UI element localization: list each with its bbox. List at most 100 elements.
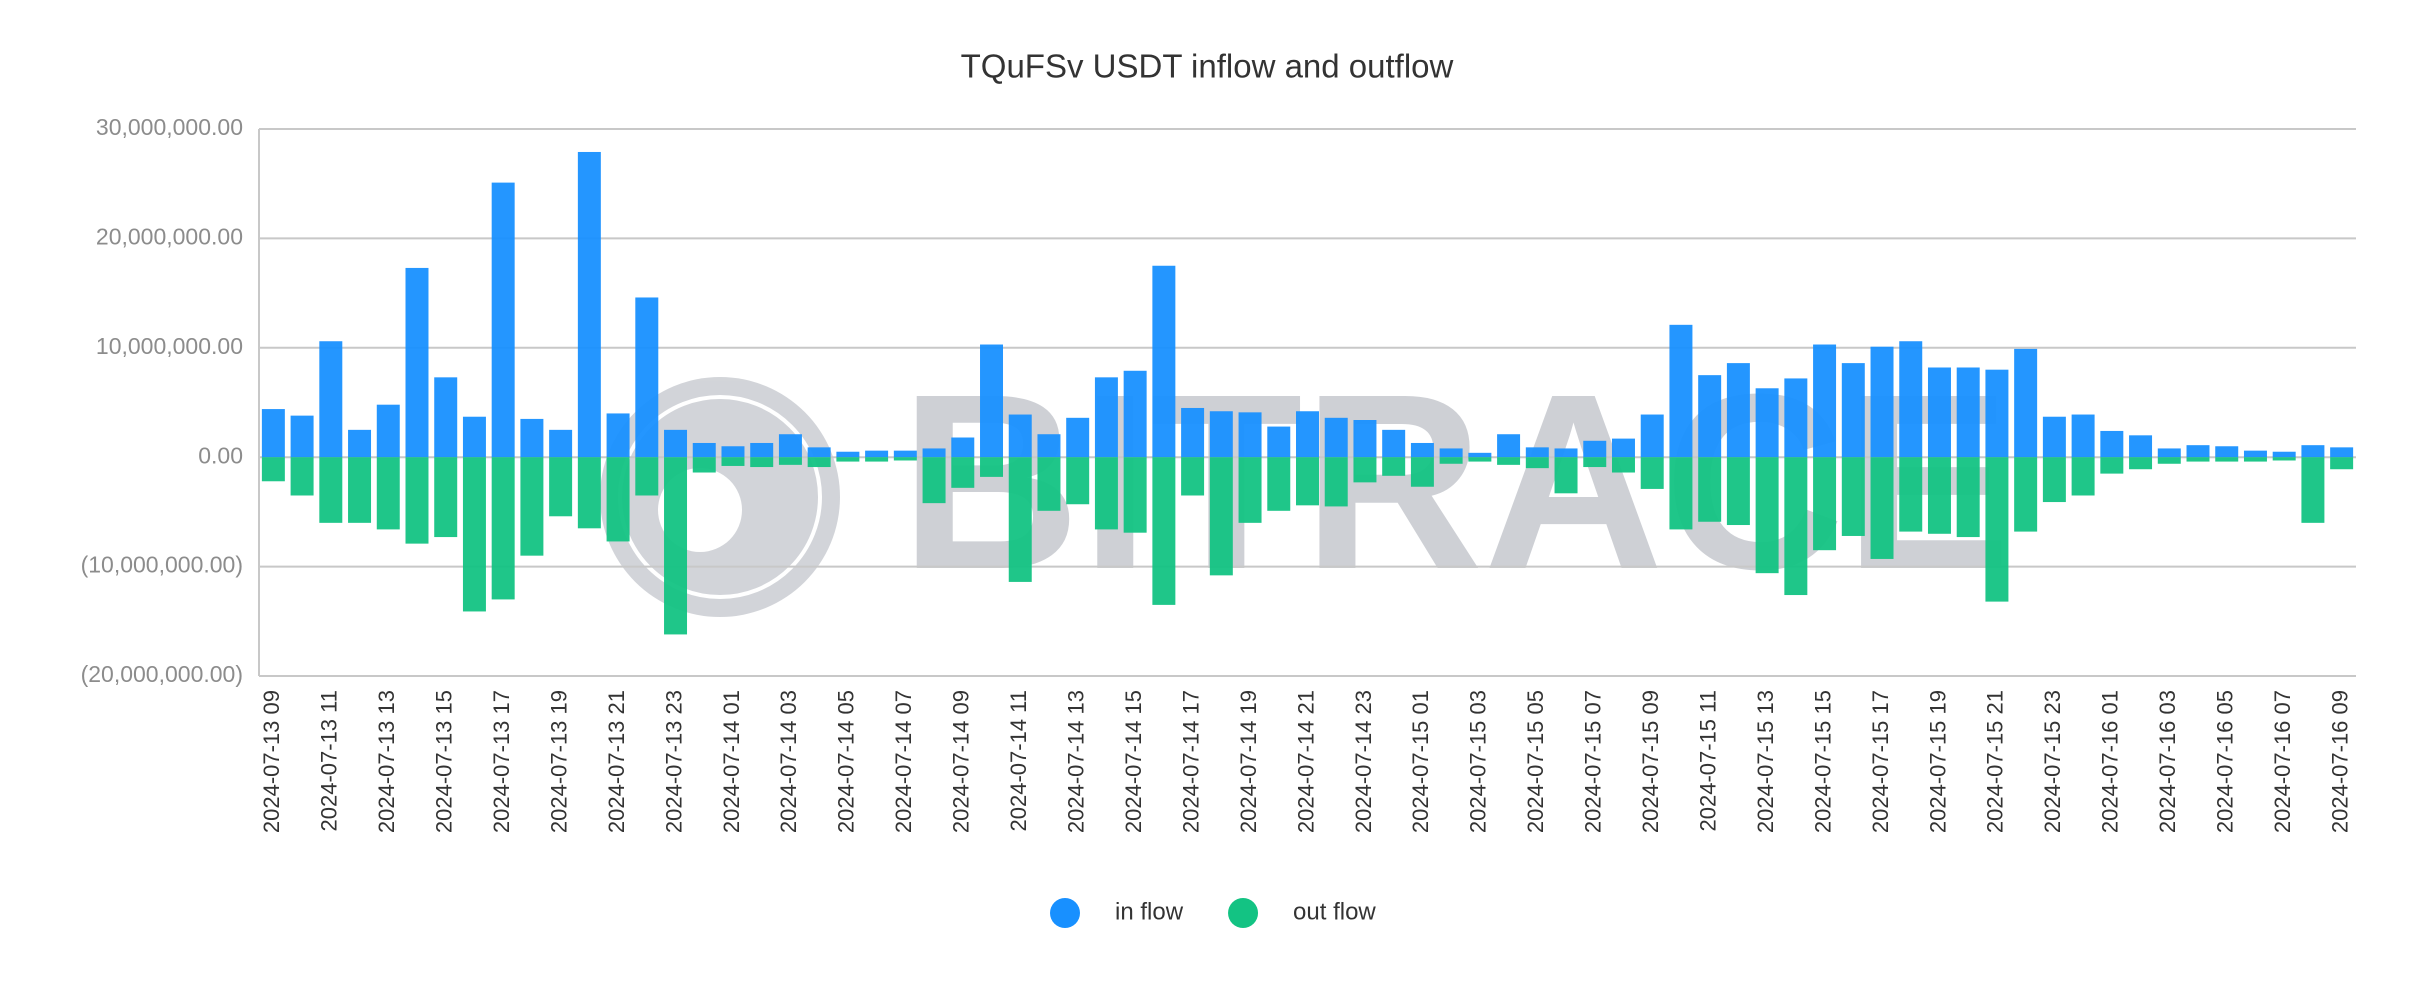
bar	[922, 457, 946, 504]
x-tick-label: 2024-07-13 21	[604, 690, 629, 833]
x-tick-label: 2024-07-13 23	[661, 690, 686, 833]
bar	[577, 457, 601, 529]
x-tick-label: 2024-07-16 09	[2327, 690, 2352, 833]
bar	[1956, 457, 1980, 538]
bar	[319, 341, 343, 458]
bar	[1382, 457, 1406, 476]
bar	[2042, 416, 2066, 458]
x-tick-label: 2024-07-14 11	[1006, 690, 1031, 832]
bar	[520, 418, 544, 458]
bar	[1640, 414, 1664, 458]
bar	[1985, 457, 2009, 602]
bar	[1726, 363, 1750, 458]
bar	[434, 457, 458, 538]
bar	[951, 437, 975, 458]
y-tick-label: 0.00	[198, 442, 243, 468]
bar	[1870, 457, 1894, 559]
bar	[1927, 367, 1951, 458]
bar	[1784, 457, 1808, 596]
bar	[376, 457, 400, 530]
bar	[2301, 457, 2325, 523]
bar	[692, 442, 716, 458]
bar	[836, 451, 860, 458]
bar	[664, 457, 688, 635]
bar	[1525, 457, 1549, 469]
x-tick-label: 2024-07-14 17	[1178, 690, 1203, 833]
bar	[491, 457, 515, 600]
bar	[1468, 452, 1492, 458]
bar	[1583, 457, 1607, 468]
x-tick-label: 2024-07-14 21	[1293, 690, 1318, 833]
x-tick-label: 2024-07-15 21	[1983, 690, 2008, 833]
bar	[1899, 457, 1923, 532]
bar	[2243, 457, 2267, 462]
bar	[2157, 448, 2181, 458]
x-tick-label: 2024-07-13 09	[259, 690, 284, 833]
bar	[1410, 457, 1434, 487]
bar	[348, 457, 372, 523]
x-tick-label: 2024-07-15 23	[2040, 690, 2065, 833]
legend-label: in flow	[1115, 898, 1184, 925]
bar	[491, 182, 515, 458]
x-tick-label: 2024-07-14 05	[834, 690, 859, 833]
bar	[1238, 457, 1262, 523]
bar	[520, 457, 544, 556]
bar	[1870, 346, 1894, 458]
bar	[721, 446, 745, 458]
x-tick-label: 2024-07-15 01	[1408, 690, 1433, 833]
x-tick-label: 2024-07-13 19	[546, 690, 571, 833]
bar	[664, 429, 688, 458]
bar	[1813, 344, 1837, 458]
legend-swatch	[1050, 898, 1080, 928]
bar	[778, 457, 802, 465]
bar	[549, 457, 573, 517]
bar	[1123, 370, 1147, 458]
bar	[1841, 457, 1865, 536]
bar	[1382, 429, 1406, 458]
x-tick-label: 2024-07-14 03	[776, 690, 801, 833]
bar	[951, 457, 975, 488]
bar	[577, 151, 601, 458]
y-tick-label: (20,000,000.00)	[81, 661, 243, 687]
bar	[1497, 457, 1521, 465]
bar	[2272, 457, 2296, 461]
bar	[405, 457, 429, 544]
bar	[1927, 457, 1951, 534]
bar	[1698, 457, 1722, 522]
bar	[290, 415, 314, 458]
bar	[2215, 457, 2239, 462]
bar	[2157, 457, 2181, 464]
y-tick-label: (10,000,000.00)	[81, 552, 243, 578]
bar	[1439, 457, 1463, 464]
bar	[2014, 348, 2038, 458]
bar	[376, 404, 400, 458]
bar	[836, 457, 860, 462]
bar	[865, 450, 889, 458]
bar	[405, 267, 429, 458]
bar	[2129, 457, 2153, 470]
legend-swatch	[1228, 898, 1259, 928]
bar	[2272, 451, 2296, 458]
bar	[635, 457, 659, 496]
bar	[1037, 457, 1061, 511]
x-tick-label: 2024-07-15 11	[1695, 690, 1720, 832]
bar	[1755, 388, 1779, 458]
x-tick-label: 2024-07-15 19	[1925, 690, 1950, 833]
x-tick-label: 2024-07-14 07	[891, 690, 916, 833]
bar	[1841, 363, 1865, 458]
bar	[2301, 445, 2325, 458]
bar	[1353, 420, 1377, 458]
bar	[2330, 447, 2354, 458]
x-tick-label: 2024-07-14 13	[1064, 690, 1089, 833]
bar	[2100, 430, 2124, 458]
bar	[2071, 414, 2095, 458]
x-tick-label: 2024-07-13 15	[432, 690, 457, 833]
bar	[2186, 457, 2210, 462]
bar	[635, 297, 659, 458]
bar	[1238, 412, 1262, 458]
bar	[1985, 369, 2009, 458]
bar	[893, 457, 917, 461]
bar	[1439, 448, 1463, 458]
bar	[1755, 457, 1779, 574]
